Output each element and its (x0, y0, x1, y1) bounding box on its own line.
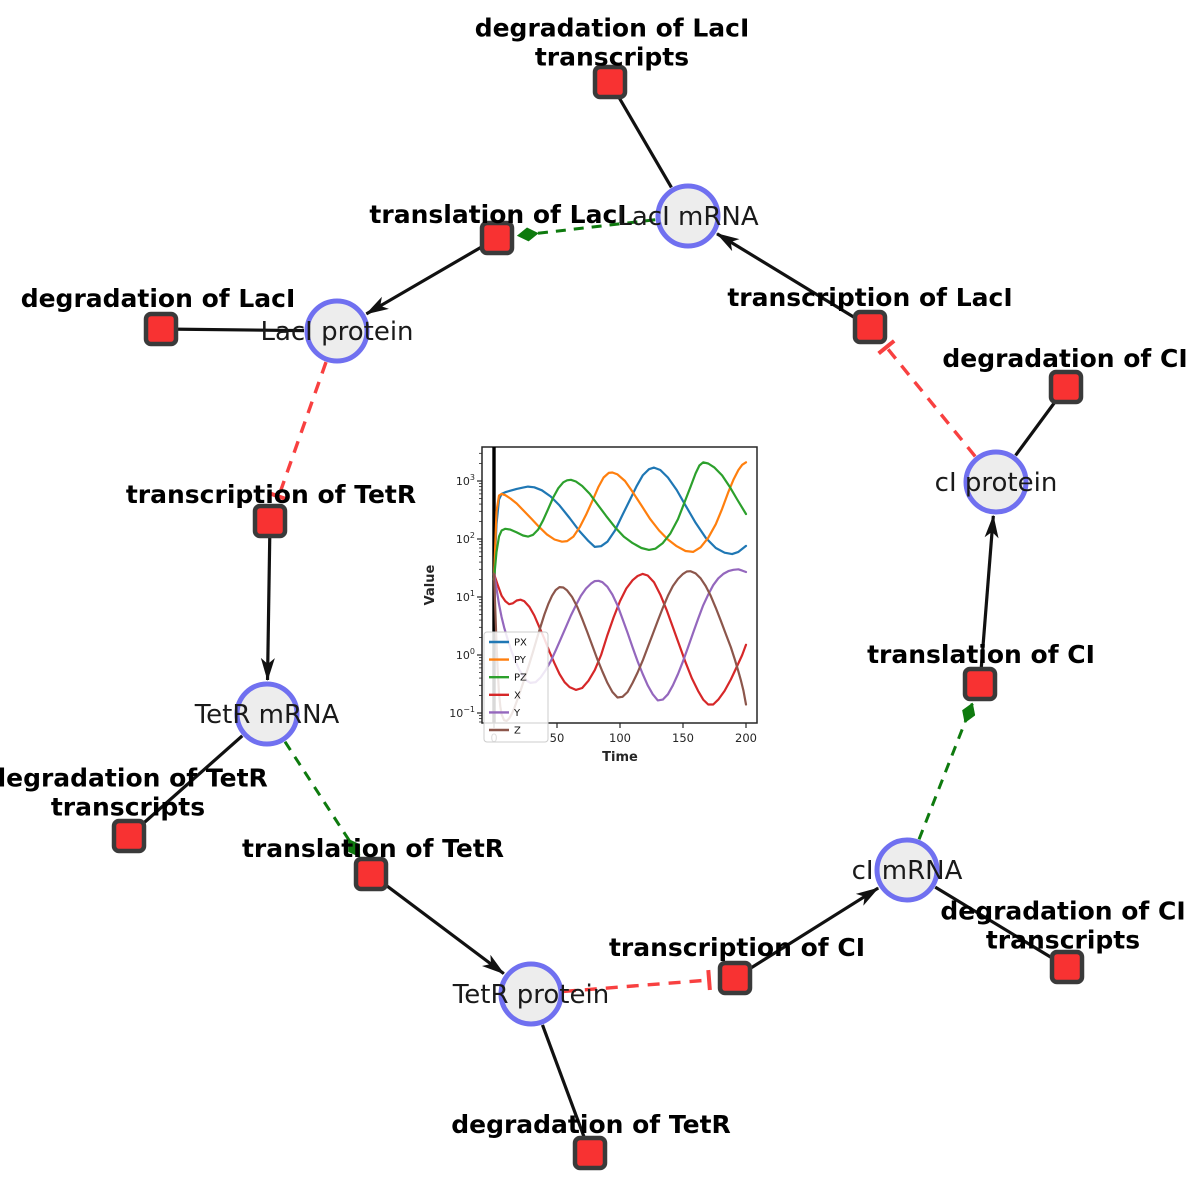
x-tick-label: 100 (609, 731, 631, 745)
species-node-ci_prot[interactable] (963, 449, 1029, 515)
species-label-tetr_mrna: TetR mRNA (194, 700, 340, 730)
species-label-ci_prot: cI protein (935, 468, 1058, 498)
edge-consumption-ci_mrna-deg_ci_tx (934, 885, 1068, 969)
edge-consumption-tetr_mrna-deg_tetr_tx (127, 734, 244, 838)
legend-label-X: X (514, 690, 521, 701)
y-tick-label: 102 (456, 531, 475, 546)
edge-consumption-tetr_prot-deg_tetr (540, 1024, 592, 1154)
reaction-label-txn_ci: transcription of CI (609, 933, 865, 962)
species-node-laci_mrna[interactable] (655, 183, 721, 249)
edge-catalysis-ci_mrna-transl_ci (917, 702, 976, 840)
reaction-node-deg_laci_tx[interactable] (592, 64, 628, 100)
species-label-laci_prot: LacI protein (260, 317, 413, 347)
y-axis-title: Value (423, 564, 438, 605)
reaction-node-transl_laci[interactable] (479, 220, 515, 256)
edge-catalysis-tetr_mrna-transl_tetr (283, 740, 361, 858)
species-node-ci_mrna[interactable] (874, 837, 940, 903)
reaction-labels-layer: degradation of LacI transcripts translatio… (0, 14, 1188, 1140)
reaction-node-txn_tetr[interactable] (252, 503, 288, 539)
y-tick-label: 10−1 (449, 705, 475, 720)
edge-production-transl_laci-laci_prot (365, 236, 498, 316)
edge-production-txn_tetr-tetr_mrna (260, 520, 275, 682)
series-line-PY (492, 461, 748, 581)
x-tick-label: 50 (550, 731, 565, 745)
y-tick-label: 101 (456, 589, 475, 604)
reaction-label-transl_laci: translation of LacI (369, 200, 626, 229)
reaction-label-deg_ci: degradation of CI (942, 344, 1187, 373)
species-nodes-layer (234, 183, 1029, 1027)
edge-production-txn_laci-laci_mrna (716, 232, 871, 329)
legend-label-PY: PY (514, 655, 527, 666)
edge-inhibition-ci_prot-txn_laci (877, 339, 977, 458)
reaction-node-deg_ci[interactable] (1048, 369, 1084, 405)
species-label-laci_mrna: LacI mRNA (617, 202, 758, 232)
edge-inhibition-tetr_prot-txn_ci (563, 969, 712, 994)
reaction-node-deg_ci_tx[interactable] (1049, 949, 1085, 985)
edge-production-transl_tetr-tetr_prot (370, 872, 505, 975)
edge-production-txn_ci-ci_mrna (734, 886, 880, 980)
species-label-tetr_prot: TetR protein (452, 980, 609, 1010)
species-labels-layer: LacI mRNA LacI protein TetR mRNA TetR prote… (194, 202, 1058, 1010)
species-node-tetr_prot[interactable] (498, 961, 564, 1027)
reaction-label-deg_laci_tx: degradation of LacI transcripts (475, 14, 750, 72)
reaction-label-deg_tetr: degradation of TetR (451, 1110, 731, 1139)
species-label-ci_mrna: cI mRNA (852, 856, 963, 886)
y-tick-label: 100 (456, 647, 475, 662)
legend-label-Z: Z (514, 726, 521, 737)
reaction-node-deg_tetr_tx[interactable] (111, 818, 147, 854)
reaction-label-deg_ci_tx: degradation of CI transcripts (940, 897, 1185, 955)
chart-legend: PX PY PZ XYZ (483, 631, 549, 743)
reaction-node-transl_ci[interactable] (962, 666, 998, 702)
reaction-node-deg_laci[interactable] (143, 311, 179, 347)
reaction-label-deg_laci: degradation of LacI (21, 284, 296, 313)
legend-label-PX: PX (514, 638, 527, 649)
x-tick-label: 150 (672, 731, 694, 745)
reaction-node-txn_laci[interactable] (852, 309, 888, 345)
reaction-nodes-layer (111, 64, 1085, 1171)
series-line-PZ (492, 461, 748, 581)
edge-production-transl_ci-ci_prot (978, 514, 999, 685)
reaction-label-deg_tetr_tx: degradation of TetR transcripts (0, 764, 268, 822)
series-line-X (492, 572, 748, 706)
reaction-node-deg_tetr[interactable] (572, 1135, 608, 1171)
edge-consumption-laci_prot-deg_laci (160, 327, 305, 333)
reaction-node-transl_tetr[interactable] (353, 856, 389, 892)
species-node-laci_prot[interactable] (304, 298, 370, 364)
y-tick-label: 103 (456, 473, 475, 488)
edge-catalysis-laci_mrna-transl_laci (516, 218, 656, 242)
edges-layer (127, 81, 1068, 1154)
timeseries-chart: 10310210110010−1050100150200TimeValuePXP… (423, 446, 758, 765)
legend-label-PZ: PZ (514, 673, 527, 684)
legend-label-Y: Y (513, 708, 521, 719)
reaction-label-transl_ci: translation of CI (867, 640, 1095, 669)
x-axis-title: Time (602, 750, 638, 765)
series-line-PX (492, 466, 748, 581)
reaction-node-txn_ci[interactable] (717, 960, 753, 996)
edge-consumption-laci_mrna-deg_laci_tx (608, 81, 673, 189)
reaction-label-transl_tetr: translation of TetR (242, 834, 504, 863)
reaction-label-txn_tetr: transcription of TetR (126, 480, 416, 509)
species-node-tetr_mrna[interactable] (234, 681, 300, 747)
reaction-label-txn_laci: transcription of LacI (727, 283, 1012, 312)
x-tick-label: 200 (735, 731, 757, 745)
edge-inhibition-laci_prot-txn_tetr (268, 361, 328, 502)
